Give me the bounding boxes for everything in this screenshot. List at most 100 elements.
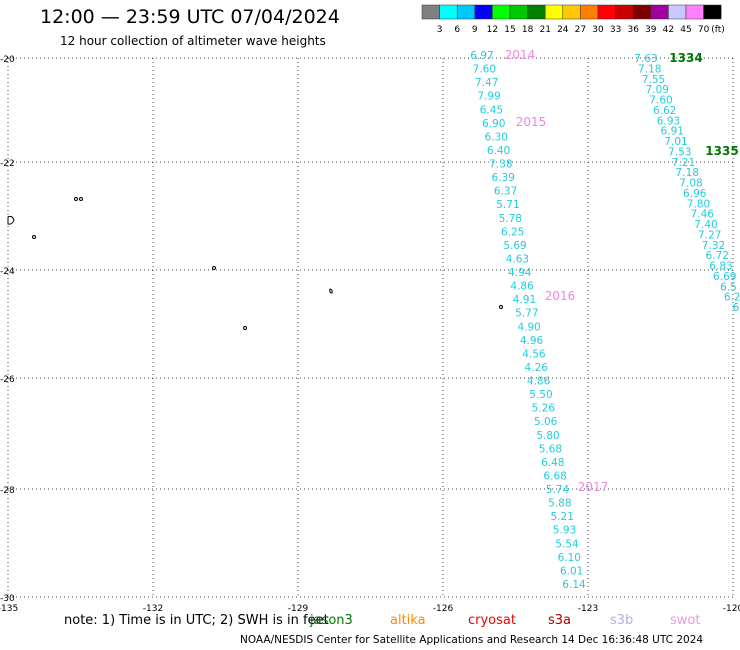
lat-label: -22 <box>0 159 15 169</box>
lon-label: -120 <box>723 604 740 614</box>
wave-height-label: 6.01 <box>560 565 583 577</box>
wave-height-label: 7.32 <box>702 240 725 252</box>
wave-height-label: 6.10 <box>558 552 581 564</box>
wave-height-label: 7.53 <box>668 146 691 158</box>
wave-height-label: 6.69 <box>713 271 736 283</box>
wave-height-label: 7.21 <box>672 157 695 169</box>
colorbar-swatch <box>685 4 704 20</box>
colorbar-swatch <box>492 4 511 20</box>
lon-label: -135 <box>0 604 18 614</box>
wave-height-label: 6.40 <box>487 145 510 157</box>
island-outline <box>329 288 333 294</box>
island-outline <box>212 266 216 270</box>
colorbar-swatch <box>474 4 493 20</box>
satellite-tracks: 6.977.607.477.996.456.906.306.407.386.39… <box>470 48 740 591</box>
wave-height-label: 6.25 <box>501 226 524 238</box>
colorbar-tick: 45 <box>680 25 691 35</box>
wave-height-label: 6.68 <box>543 470 566 482</box>
pass-label: 2014 <box>505 48 536 62</box>
wave-height-label: 7.38 <box>489 159 512 171</box>
wave-height-label: 5.78 <box>499 213 522 225</box>
colorbar-swatch <box>509 4 528 20</box>
lat-label: -28 <box>0 486 15 496</box>
wave-height-label: 4.94 <box>508 267 532 279</box>
wave-height-label: 6.83 <box>709 261 732 273</box>
wave-height-label: 5.54 <box>555 538 579 550</box>
mission-cryosat: cryosat <box>468 613 516 628</box>
wave-height-label: 5.88 <box>548 498 571 510</box>
colorbar-swatch <box>650 4 669 20</box>
mission-swot: swot <box>670 613 701 628</box>
island-outline <box>499 305 503 309</box>
wave-height-label: 6.14 <box>562 579 586 591</box>
wave-height-label: 7.01 <box>664 136 687 148</box>
wave-height-label: 7.60 <box>649 95 672 107</box>
colorbar-unit: (ft) <box>711 25 725 35</box>
mission-jason3: jason3 <box>310 613 353 628</box>
colorbar-tick: 39 <box>645 25 657 35</box>
wave-height-label: 4.56 <box>522 348 546 360</box>
wave-height-label: 6.96 <box>683 188 707 200</box>
mission-altika: altika <box>390 613 426 628</box>
colorbar-tick: 6 <box>454 25 460 35</box>
wave-height-label: 6.93 <box>657 115 680 127</box>
colorbar-tick: 18 <box>522 25 534 35</box>
island-outline <box>243 326 247 330</box>
wave-height-label: 4.63 <box>506 253 529 265</box>
wave-height-label: 5.69 <box>503 240 526 252</box>
wave-height-label: 6.90 <box>482 118 505 130</box>
wave-height-label: 6.37 <box>494 186 517 198</box>
lat-label: -24 <box>0 267 15 277</box>
wave-height-label: 6.62 <box>653 105 676 117</box>
colorbar-swatch <box>615 4 634 20</box>
lat-label: -20 <box>0 55 15 65</box>
wave-height-label: 5.26 <box>532 403 556 415</box>
colorbar-tick: 70 <box>698 25 710 35</box>
pass-label: 1334 <box>669 51 702 65</box>
map-title: 12:00 — 23:59 UTC 07/04/2024 <box>40 6 340 28</box>
wave-height-label: 7.80 <box>687 198 710 210</box>
colorbar: 3 6 9 12 15 18 21 24 27 30 33 36 39 42 45 70 (ft) <box>421 4 725 35</box>
wave-height-label: 6.2 <box>724 292 740 304</box>
island-outline <box>79 197 83 201</box>
wave-height-label: 5.21 <box>551 511 574 523</box>
colorbar-swatch <box>544 4 564 20</box>
wave-height-label: 5.50 <box>529 389 552 401</box>
colorbar-tick: 33 <box>610 25 621 35</box>
wave-height-label: 6.72 <box>706 250 729 262</box>
mission-s3b: s3b <box>610 613 634 628</box>
wave-height-label: 7.63 <box>634 53 657 65</box>
wave-height-label: 5.71 <box>496 199 519 211</box>
wave-height-label: 7.27 <box>698 229 721 241</box>
colorbar-tick: 12 <box>487 25 498 35</box>
wave-height-label: 5.77 <box>515 308 538 320</box>
lat-label: -30 <box>0 594 15 604</box>
wave-height-label: 7.08 <box>679 178 702 190</box>
colorbar-tick: 30 <box>592 25 604 35</box>
lon-label: -126 <box>433 604 454 614</box>
wave-height-label: 4.86 <box>527 376 551 388</box>
colorbar-tick: 24 <box>557 25 569 35</box>
credit-line: NOAA/NESDIS Center for Satellite Applica… <box>240 634 704 646</box>
wave-height-label: 7.55 <box>642 74 665 86</box>
wave-height-label: 7.18 <box>638 63 661 75</box>
wave-height-label: 4.96 <box>520 335 544 347</box>
colorbar-swatch <box>527 4 546 20</box>
colorbar-swatch <box>439 4 458 20</box>
colorbar-swatch <box>668 4 687 20</box>
wave-height-label: 6.30 <box>484 131 507 143</box>
colorbar-swatch <box>580 4 599 20</box>
wave-height-label: 4.86 <box>510 281 534 293</box>
island-outline <box>74 197 78 201</box>
colorbar-tick: 9 <box>472 25 478 35</box>
wave-height-label: 5.06 <box>534 416 558 428</box>
colorbar-swatch <box>703 4 722 20</box>
wave-height-label: 4.26 <box>525 362 549 374</box>
wave-height-label: 7.09 <box>646 84 669 96</box>
mission-s3a: s3a <box>548 613 572 628</box>
lon-label: -123 <box>578 604 598 614</box>
colorbar-swatch <box>562 4 581 20</box>
wave-height-label: 6.39 <box>492 172 515 184</box>
wave-height-label: 7.46 <box>691 209 715 221</box>
wave-height-label: 4.90 <box>517 321 540 333</box>
